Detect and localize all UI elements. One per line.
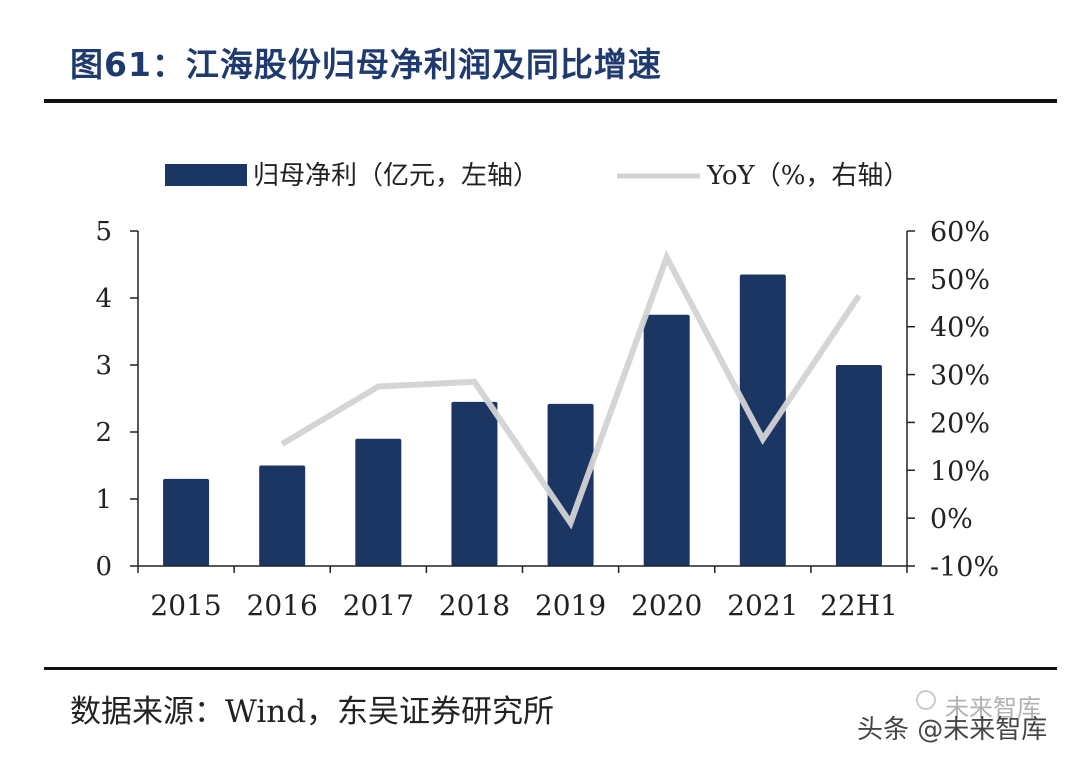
watermark-text: 未来智库 — [945, 694, 1041, 722]
y-left-tick-label: 1 — [95, 485, 112, 515]
x-tick-label: 2019 — [535, 589, 606, 622]
bar — [547, 403, 594, 566]
y-left-tick-label: 2 — [95, 418, 112, 448]
bar — [643, 314, 690, 566]
legend-bar-label: 归母净利（亿元，左轴） — [253, 161, 539, 191]
line-series — [280, 249, 862, 530]
x-tick-label: 2015 — [150, 589, 221, 622]
y-right-tick-label: 0% — [930, 504, 973, 535]
y-right-tick-label: 60% — [930, 217, 990, 248]
x-tick-label: 2018 — [439, 589, 510, 622]
legend: 归母净利（亿元，左轴） YoY（%，右轴） — [165, 161, 909, 191]
x-tick-label: 2017 — [343, 589, 414, 622]
bar — [259, 465, 306, 566]
watermark-logo-icon — [916, 690, 936, 710]
bar — [451, 401, 498, 566]
x-tick-label: 2016 — [247, 589, 318, 622]
y-right-tick-label: 30% — [930, 361, 990, 392]
y-right-tick-label: 10% — [930, 456, 990, 487]
source-rule — [44, 667, 1057, 670]
source-note: 数据来源：Wind，东吴证券研究所 — [70, 694, 555, 730]
bar — [739, 274, 786, 566]
y-right-tick-label: 40% — [930, 313, 990, 344]
y-left-tick-label: 5 — [95, 217, 112, 247]
title-rule — [44, 99, 1057, 103]
bar-series — [163, 274, 882, 566]
y-left-tick-label: 0 — [95, 552, 112, 582]
watermark-credit: 头条 @未来智库 — [857, 715, 1048, 745]
chart-title: 图61：江海股份归母净利润及同比增速 — [70, 45, 662, 84]
bar — [355, 438, 402, 566]
x-tick-label: 2021 — [727, 589, 798, 622]
axes: 0 1 2 3 4 5 -10% 0% 10% 20% 30% 40% 50% 60% 2015 2016 20… — [95, 217, 999, 622]
y-right-tick-label: 50% — [930, 265, 990, 296]
x-tick-label: 22H1 — [820, 589, 898, 622]
y-right-tick-label: 20% — [930, 408, 990, 439]
bar — [163, 478, 210, 566]
legend-bar-swatch — [165, 164, 247, 186]
y-left-tick-label: 4 — [95, 284, 112, 314]
x-tick-label: 2020 — [631, 589, 702, 622]
chart: 归母净利（亿元，左轴） YoY（%，右轴） 0 1 2 3 4 5 -10% 0% 10% 20% 3… — [95, 161, 999, 622]
y-right-tick-label: -10% — [930, 552, 999, 583]
y-left-tick-label: 3 — [95, 351, 112, 381]
bar — [835, 365, 882, 566]
legend-line-label: YoY（%，右轴） — [706, 161, 909, 191]
